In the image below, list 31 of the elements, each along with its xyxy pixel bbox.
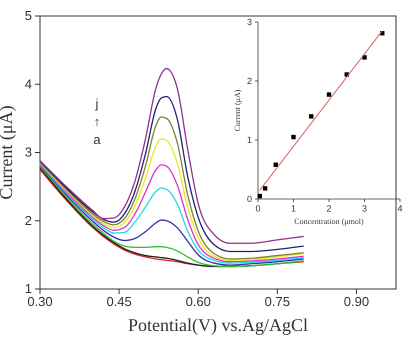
y-tick-label: 5	[24, 8, 32, 24]
x-tick-label: 0	[255, 203, 261, 214]
y-tick-label: 4	[24, 76, 32, 92]
point	[262, 186, 268, 191]
y-tick-label: 3	[246, 16, 252, 27]
annotation: ↑	[94, 114, 100, 129]
x-axis-title: Potential(V) vs.Ag/AgCl	[128, 315, 308, 335]
annotation: j	[94, 96, 99, 111]
y-tick-label: 1	[24, 281, 32, 296]
y-tick-label: 0	[246, 194, 252, 204]
y-axis-title: Current (μA)	[233, 89, 242, 132]
point	[309, 114, 314, 119]
y-tick-label: 3	[24, 144, 32, 160]
point	[326, 92, 332, 97]
x-tick-label: 2	[326, 203, 332, 214]
x-tick-label: 0.75	[264, 294, 290, 310]
x-tick-label: 4	[397, 203, 403, 214]
y-tick-label: 1	[246, 134, 252, 145]
y-tick-label: 2	[246, 76, 252, 86]
x-tick-label: 0.90	[344, 294, 370, 310]
x-tick-label: 0.30	[27, 294, 53, 310]
point	[291, 134, 296, 140]
x-tick-label: 0.60	[186, 294, 211, 310]
x-tick-label: 0.45	[106, 294, 132, 310]
y-tick-label: 2	[24, 212, 32, 228]
x-tick-label: 1	[290, 203, 296, 214]
point	[274, 162, 278, 167]
annotation: a	[93, 132, 102, 147]
x-axis-title: Concentration (μmol)	[294, 217, 364, 226]
x-tick-label: 3	[362, 203, 368, 214]
point	[258, 194, 262, 198]
